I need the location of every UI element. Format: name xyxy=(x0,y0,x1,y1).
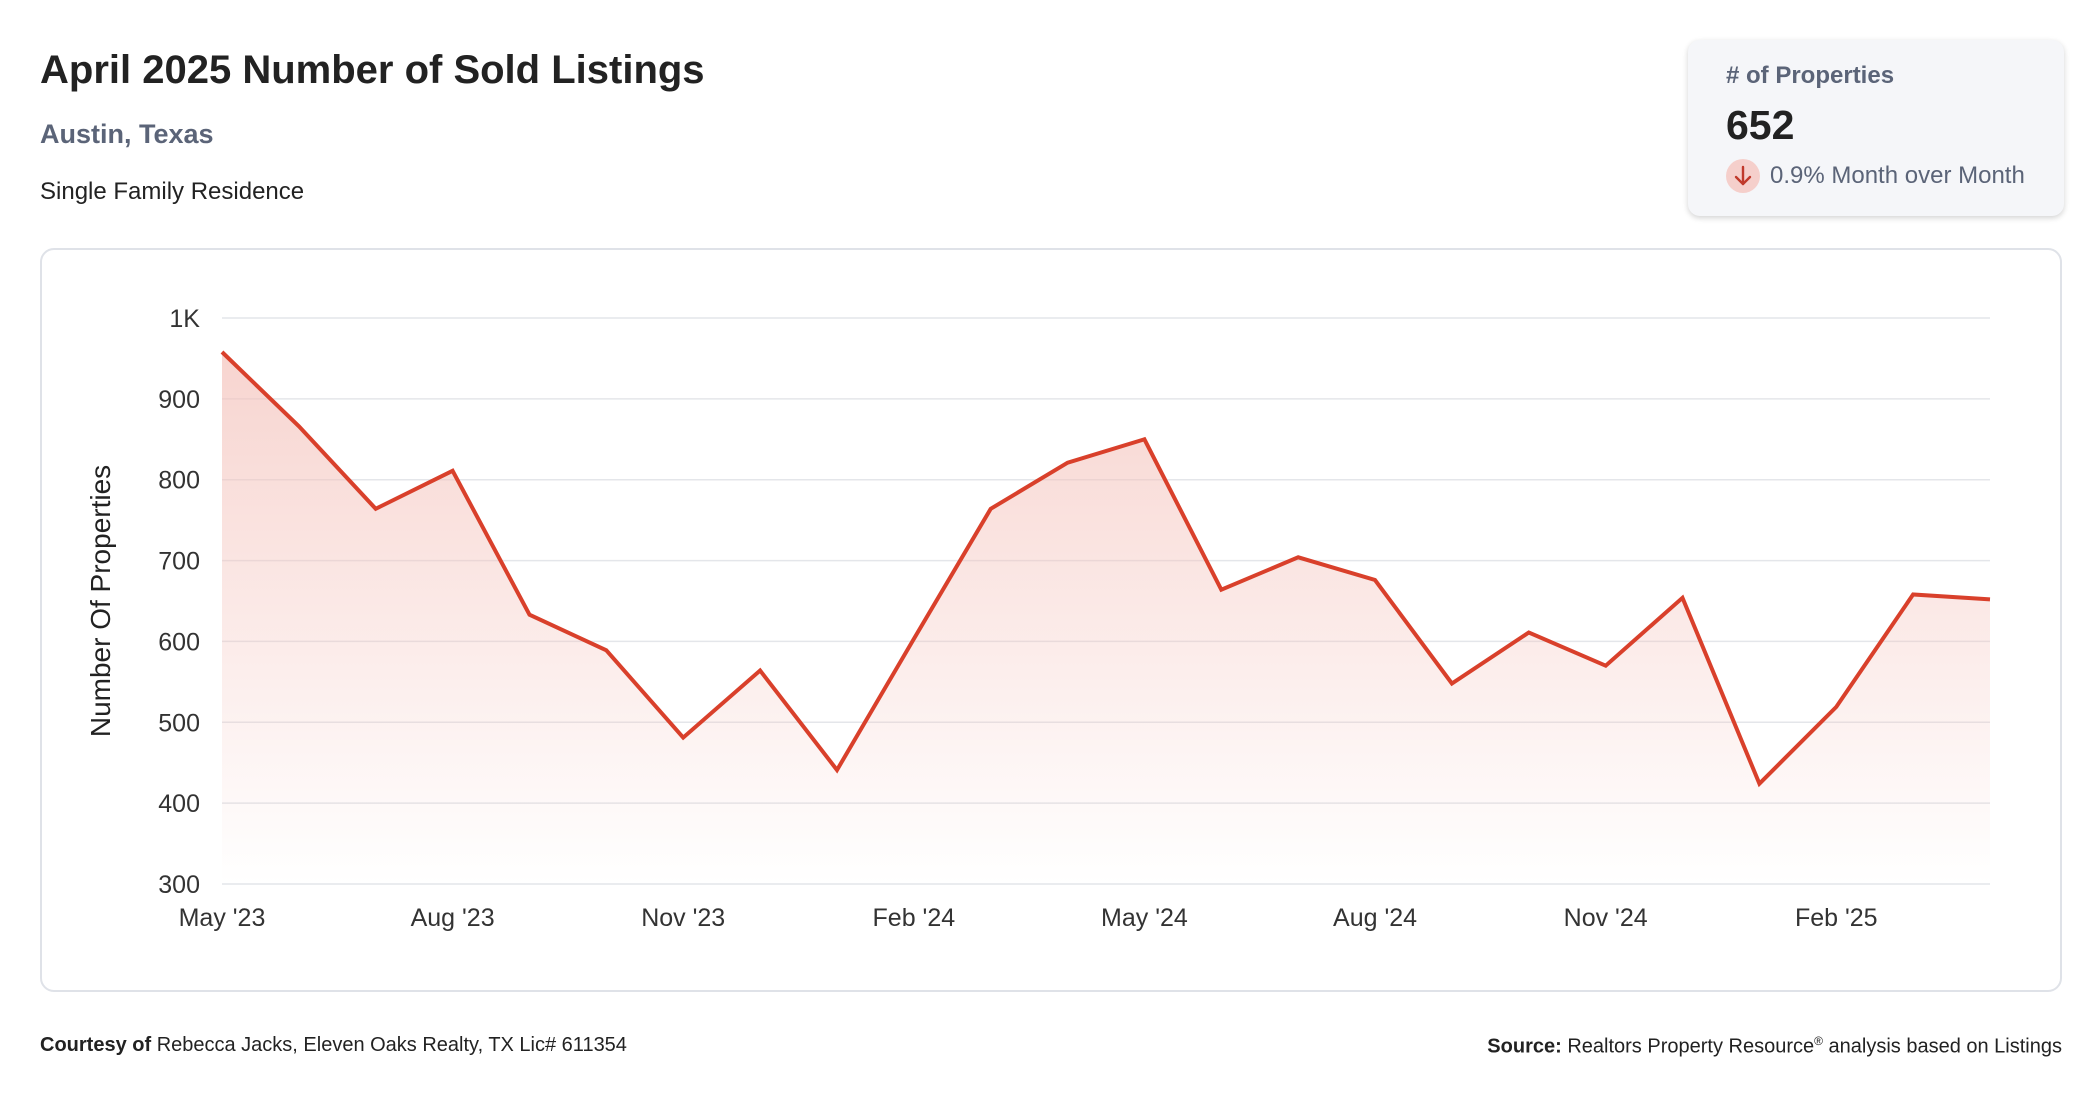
x-tick-label: Aug '23 xyxy=(411,904,495,932)
page-title: April 2025 Number of Sold Listings xyxy=(40,48,705,92)
footer-source: Source: Realtors Property Resource® anal… xyxy=(1487,1034,2062,1059)
data-point[interactable] xyxy=(1138,433,1150,445)
data-point[interactable] xyxy=(1523,627,1535,639)
y-tick-label: 500 xyxy=(158,709,200,737)
data-point[interactable] xyxy=(985,503,997,515)
data-point[interactable] xyxy=(754,665,766,677)
line-chart: 300 400 500 600 700 800 900 1K May '23 Aug '23 Nov… xyxy=(85,305,1996,932)
location-subtitle: Austin, Texas xyxy=(40,119,214,149)
y-axis-label: Number Of Properties xyxy=(85,465,116,737)
data-point[interactable] xyxy=(677,732,689,744)
courtesy-label: Courtesy of xyxy=(40,1034,152,1056)
stat-label: # of Properties xyxy=(1726,62,1895,89)
data-point[interactable] xyxy=(1907,589,1919,601)
data-point[interactable] xyxy=(1753,778,1765,790)
data-point[interactable] xyxy=(600,644,612,656)
data-point[interactable] xyxy=(831,764,843,776)
chart-container: 300 400 500 600 700 800 900 1K May '23 Aug '23 Nov… xyxy=(40,248,2062,992)
data-point[interactable] xyxy=(1600,660,1612,672)
source-text: Realtors Property Resource xyxy=(1567,1035,1815,1058)
stat-card: # of Properties 652 0.9% Month over Mont… xyxy=(1688,40,2064,216)
stat-value: 652 xyxy=(1726,102,1795,148)
x-tick-label: Aug '24 xyxy=(1333,904,1417,932)
data-point[interactable] xyxy=(1677,592,1689,604)
y-tick-label: 300 xyxy=(158,871,200,899)
data-point[interactable] xyxy=(1446,677,1458,689)
x-tick-label: Feb '25 xyxy=(1795,904,1878,932)
property-type-label: Single Family Residence xyxy=(40,178,305,205)
registered-mark: ® xyxy=(1814,1034,1823,1048)
data-point[interactable] xyxy=(216,346,228,358)
data-point[interactable] xyxy=(1062,457,1074,469)
data-point[interactable] xyxy=(370,503,382,515)
courtesy-text: Rebecca Jacks, Eleven Oaks Realty, TX Li… xyxy=(156,1034,627,1056)
footer-courtesy: Courtesy of Rebecca Jacks, Eleven Oaks R… xyxy=(40,1034,627,1057)
data-point[interactable] xyxy=(1215,584,1227,596)
series-area xyxy=(222,352,1990,884)
y-tick-label: 600 xyxy=(158,628,200,656)
x-tick-label: Feb '24 xyxy=(873,904,956,932)
source-text-suffix: analysis based on Listings xyxy=(1822,1035,2063,1058)
data-point[interactable] xyxy=(1830,701,1842,713)
stat-change: 0.9% Month over Month xyxy=(1726,159,2064,193)
data-point[interactable] xyxy=(447,465,459,477)
data-point[interactable] xyxy=(908,633,920,645)
y-tick-label: 800 xyxy=(158,467,200,495)
x-tick-label: Nov '24 xyxy=(1564,904,1648,932)
y-tick-label: 400 xyxy=(158,790,200,818)
source-label: Source: xyxy=(1487,1035,1562,1058)
data-point[interactable] xyxy=(523,609,535,621)
data-point[interactable] xyxy=(1292,551,1304,563)
data-point[interactable] xyxy=(1984,593,1996,605)
series-line xyxy=(220,350,1991,788)
data-point[interactable] xyxy=(293,420,305,432)
stat-change-text: 0.9% Month over Month xyxy=(1770,162,2025,189)
x-tick-label: May '23 xyxy=(179,904,266,932)
y-tick-label: 900 xyxy=(158,386,200,414)
header: April 2025 Number of Sold Listings Austi… xyxy=(40,48,705,206)
x-tick-label: May '24 xyxy=(1101,904,1188,932)
x-tick-label: Nov '23 xyxy=(641,904,725,932)
data-point[interactable] xyxy=(1369,574,1381,586)
y-tick-label: 700 xyxy=(158,548,200,576)
y-tick-label: 1K xyxy=(169,305,200,333)
arrow-down-icon xyxy=(1726,159,1760,193)
